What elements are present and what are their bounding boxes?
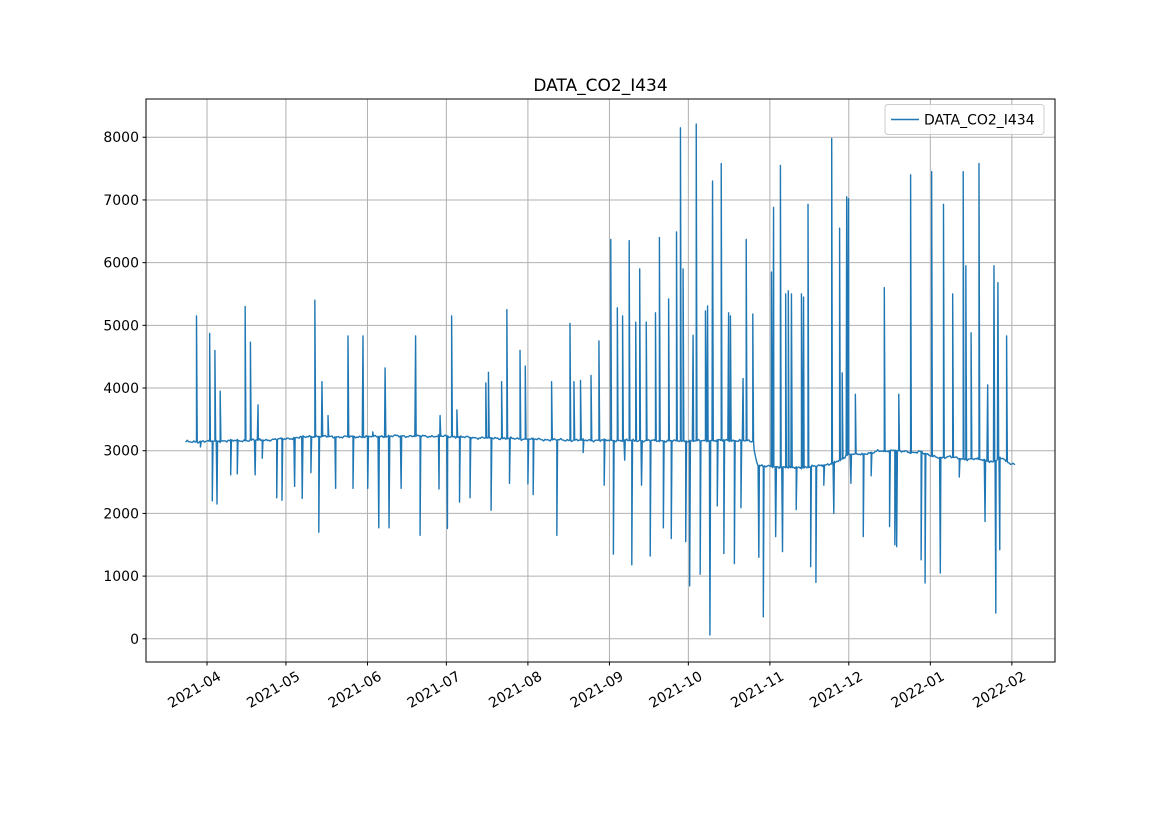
y-tick-label: 7000	[103, 193, 139, 209]
x-tick-label: 2021-07	[405, 669, 464, 712]
plot-area	[146, 99, 1055, 662]
y-tick-label: 5000	[103, 318, 139, 334]
y-tick-label: 0	[130, 632, 139, 648]
chart-title: DATA_CO2_I434	[533, 76, 667, 96]
x-tick-label: 2021-08	[486, 669, 545, 712]
axes-spines	[145, 98, 1056, 663]
x-tick-label: 2021-05	[244, 669, 303, 712]
y-tick-label: 8000	[103, 130, 139, 146]
x-tick-label: 2021-09	[568, 669, 627, 712]
legend-label: DATA_CO2_I434	[924, 113, 1035, 129]
legend: DATA_CO2_I434	[884, 104, 1045, 135]
y-tick-label: 6000	[103, 256, 139, 272]
x-tick-label: 2021-04	[165, 669, 224, 712]
x-tick-label: 2021-11	[728, 669, 787, 712]
x-tick-label: 2021-12	[807, 669, 866, 712]
y-tick-label: 4000	[103, 381, 139, 397]
legend-box	[884, 104, 1045, 135]
y-tick-label: 2000	[103, 506, 139, 522]
y-tick-label: 3000	[103, 444, 139, 460]
x-tick-label: 2021-10	[647, 669, 706, 712]
tick-marks	[142, 136, 1013, 666]
y-tick-label: 1000	[103, 569, 139, 585]
series-line	[185, 123, 1016, 636]
x-tick-label: 2022-01	[889, 669, 948, 712]
x-tick-label: 2021-06	[326, 669, 385, 712]
x-tick-label: 2022-02	[970, 669, 1029, 712]
